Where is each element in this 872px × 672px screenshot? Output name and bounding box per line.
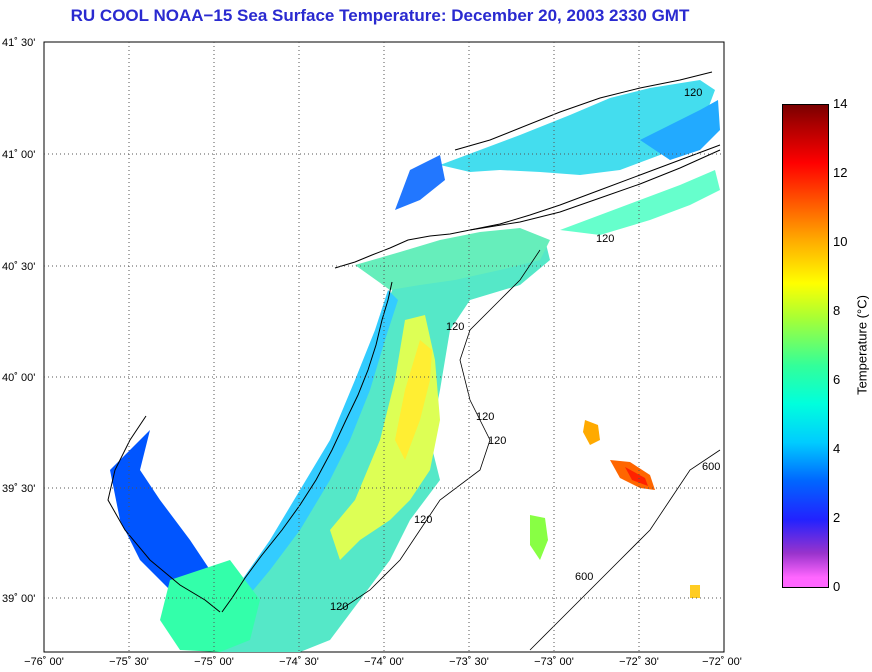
colorbar-tick: 2 xyxy=(833,510,841,525)
sst-shelf-south xyxy=(160,560,260,652)
lat-label: 40˚ 00' xyxy=(2,372,35,384)
colorbar-tick: 6 xyxy=(833,372,841,387)
lon-label: −72˚ 30' xyxy=(619,656,659,668)
lat-labels: 41˚ 30' 41˚ 00' 40˚ 30' 40˚ 00' 39˚ 30' … xyxy=(2,37,35,605)
sst-eddy-2 xyxy=(583,420,600,445)
lon-label: −73˚ 30' xyxy=(449,656,489,668)
colorbar-title: Temperature (°C) xyxy=(854,295,870,395)
graticule xyxy=(44,42,724,652)
colorbar-tick: 10 xyxy=(833,234,848,249)
lon-label: −74˚ 00' xyxy=(364,656,404,668)
sst-field xyxy=(110,80,720,652)
contour-label: 120 xyxy=(596,233,614,245)
delaware-bay-coast xyxy=(107,415,221,613)
map-title: RU COOL NOAA−15 Sea Surface Temperature:… xyxy=(70,6,690,25)
sst-eddy-3 xyxy=(530,515,548,560)
lat-label: 40˚ 30' xyxy=(2,261,35,273)
contour-label: 600 xyxy=(702,461,720,473)
sst-sound-east xyxy=(640,100,720,160)
lon-label: −75˚ 30' xyxy=(109,656,149,668)
coastlines xyxy=(107,71,721,651)
contour-label: 120 xyxy=(684,87,702,99)
contour-label: 600 xyxy=(575,571,593,583)
lon-label: −76˚ 00' xyxy=(24,656,64,668)
colorbar-tick: 0 xyxy=(833,579,841,594)
contour-labels: 120 120 120 120 120 120 120 600 600 xyxy=(330,87,720,613)
sst-cool-delaware-bay xyxy=(110,430,220,610)
contour-label: 120 xyxy=(488,435,506,447)
lon-label: −72˚ 00' xyxy=(702,656,742,668)
lon-label: −73˚ 00' xyxy=(534,656,574,668)
contour-label: 120 xyxy=(446,321,464,333)
sst-speck xyxy=(690,585,700,598)
contour-600 xyxy=(529,449,721,651)
contour-120 xyxy=(339,249,541,611)
lat-label: 39˚ 30' xyxy=(2,483,35,495)
lon-labels: −76˚ 00' −75˚ 30' −75˚ 00' −74˚ 30' −74˚… xyxy=(24,656,742,668)
lat-label: 39˚ 00' xyxy=(2,593,35,605)
sst-warm-core xyxy=(395,340,432,460)
contour-label: 120 xyxy=(414,514,432,526)
contour-label: 120 xyxy=(330,601,348,613)
lat-label: 41˚ 30' xyxy=(2,37,35,49)
long-island-north xyxy=(454,71,713,151)
colorbar-tick: 12 xyxy=(833,165,848,180)
sst-long-island-sound xyxy=(440,80,715,175)
nj-coast xyxy=(221,281,393,613)
sst-south-shore xyxy=(560,170,720,235)
sst-ny-bight xyxy=(355,228,550,290)
contour-label: 120 xyxy=(476,411,494,423)
lon-label: −75˚ 00' xyxy=(194,656,234,668)
colorbar-tick: 8 xyxy=(833,303,841,318)
lon-label: −74˚ 30' xyxy=(279,656,319,668)
lat-label: 41˚ 00' xyxy=(2,149,35,161)
colorbar-tick: 14 xyxy=(833,96,848,111)
colorbar-tick: 4 xyxy=(833,441,841,456)
temperature-colorbar xyxy=(782,104,829,588)
sst-eddy-1-core xyxy=(625,467,648,486)
sst-inlet xyxy=(395,155,445,210)
long-island-south xyxy=(469,149,721,231)
